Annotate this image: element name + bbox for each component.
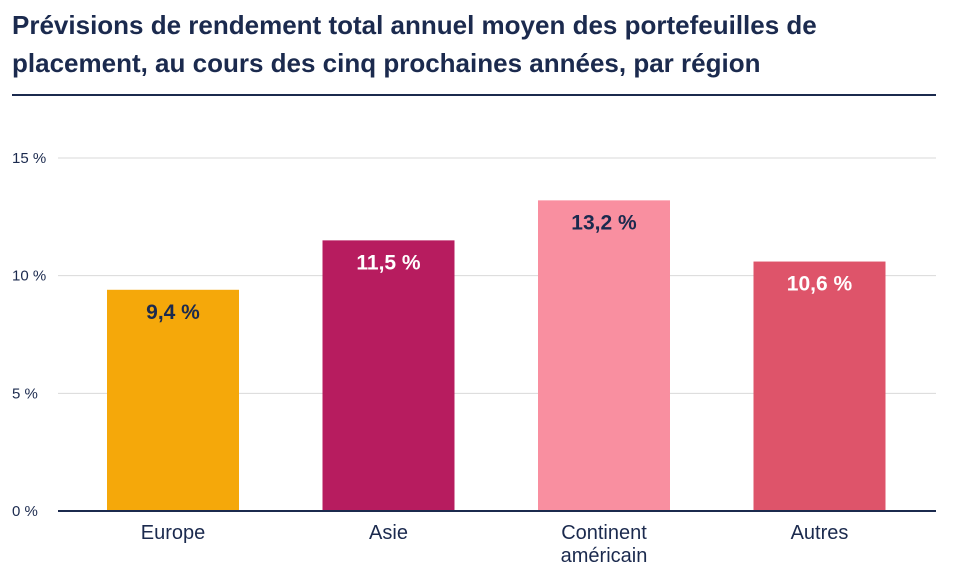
data-label: 11,5 % (356, 251, 421, 274)
x-tick-label: Autres (791, 522, 849, 544)
y-tick-label: 15 % (12, 150, 46, 167)
y-tick-label: 0 % (12, 503, 38, 520)
x-tick-label: Asie (369, 522, 408, 544)
y-tick-label: 10 % (12, 268, 46, 285)
data-label: 9,4 % (146, 301, 200, 324)
data-label: 10,6 % (787, 273, 853, 296)
bar (538, 200, 670, 512)
y-tick-label: 5 % (12, 385, 38, 402)
bar (107, 289, 239, 511)
bar (322, 240, 455, 511)
bar (753, 261, 886, 511)
data-label: 13,2 % (571, 211, 637, 234)
title-rule (12, 94, 936, 96)
x-tick-label: Continent américain (561, 522, 648, 567)
chart-title: Prévisions de rendement total annuel moy… (12, 10, 817, 78)
x-tick-label: Europe (141, 522, 206, 544)
